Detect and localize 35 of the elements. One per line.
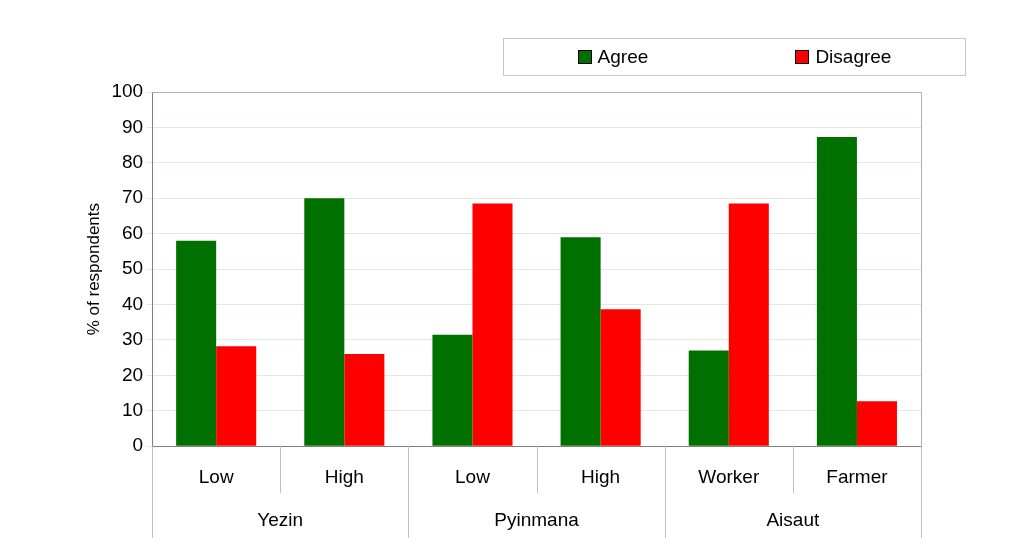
- legend-label: Agree: [597, 46, 649, 68]
- bar: [856, 401, 897, 446]
- bar: [304, 198, 345, 446]
- bar: [176, 240, 217, 446]
- text: Aisaut: [766, 509, 820, 531]
- x-tick-label: Low: [198, 465, 234, 487]
- y-tick-label: 60: [121, 221, 144, 243]
- x-tick-label: Low: [455, 465, 491, 487]
- y-tick-label: 20: [121, 363, 144, 385]
- y-tick-label: 10: [121, 399, 144, 421]
- y-tick-label: 70: [121, 186, 144, 208]
- bar: [816, 136, 857, 446]
- y-tick-label: 100: [111, 80, 144, 102]
- y-axis-title: % of respondents: [83, 202, 103, 336]
- y-tick-label: 0: [132, 434, 144, 456]
- text: Pyinmana: [494, 509, 580, 531]
- y-tick-label: 50: [121, 257, 144, 279]
- x-tick-label: High: [324, 465, 364, 487]
- y-tick-label: 80: [121, 151, 144, 173]
- legend-label: Disagree: [815, 46, 892, 68]
- bar: [688, 350, 729, 446]
- y-tick-label: 30: [121, 328, 144, 350]
- text: Yezin: [257, 509, 304, 531]
- x-tick-label: High: [581, 465, 621, 487]
- bar: [432, 334, 473, 446]
- bar: [600, 309, 641, 446]
- x-tick-label: Worker: [698, 465, 760, 487]
- y-tick-label: 40: [121, 292, 144, 314]
- bar: [560, 237, 601, 446]
- bar: [344, 354, 385, 446]
- bar: [728, 203, 769, 446]
- y-tick-label: 90: [121, 115, 144, 137]
- x-tick-label: Farmer: [826, 465, 889, 487]
- bar: [472, 203, 513, 446]
- bar: [216, 346, 257, 446]
